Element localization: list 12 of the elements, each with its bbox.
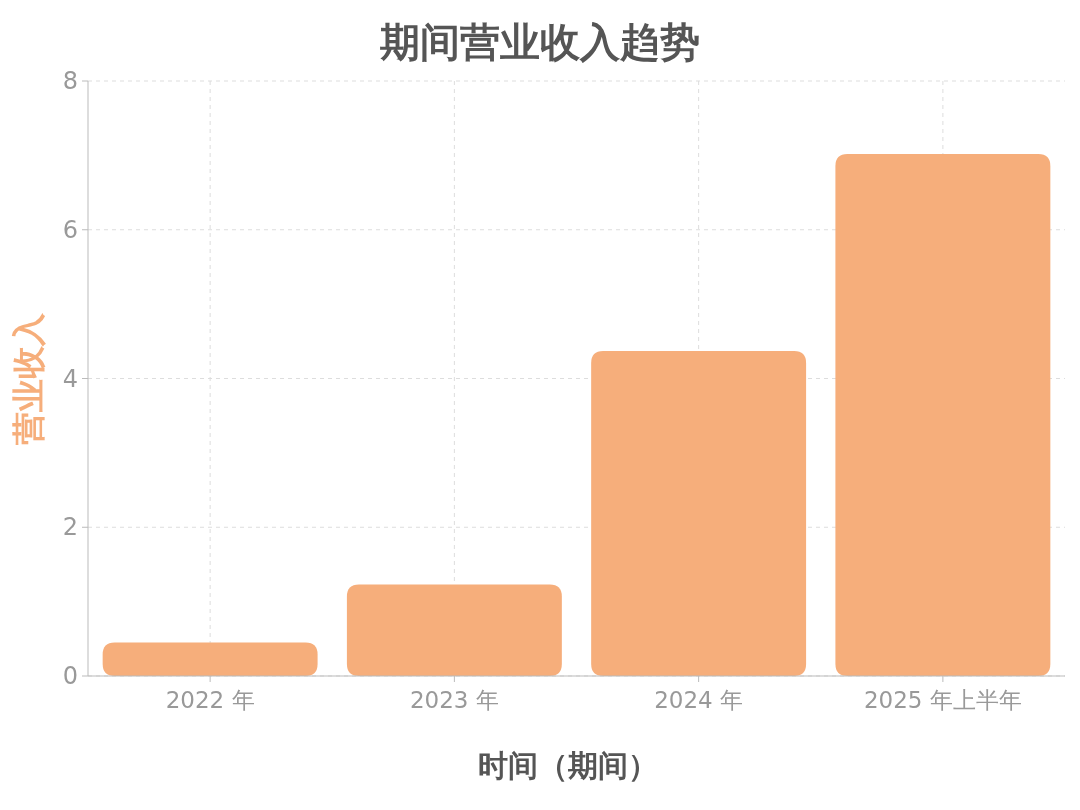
x-axis-title: 时间（期间） <box>477 748 658 783</box>
x-tick-label: 2024 年 <box>654 687 744 713</box>
y-tick-label: 2 <box>62 513 78 542</box>
y-tick-label: 6 <box>62 215 78 244</box>
y-axis-title: 营业收入 <box>9 311 48 445</box>
y-tick-label: 8 <box>62 67 78 95</box>
y-tick-label: 0 <box>62 662 78 690</box>
chart-title: 期间营业收入趋势 <box>379 19 700 65</box>
x-tick-label: 2022 年 <box>165 687 255 713</box>
x-tick-label: 2023 年 <box>409 687 499 713</box>
y-tick-label: 4 <box>62 364 78 393</box>
x-tick-label: 2025 年上半年 <box>863 687 1022 713</box>
